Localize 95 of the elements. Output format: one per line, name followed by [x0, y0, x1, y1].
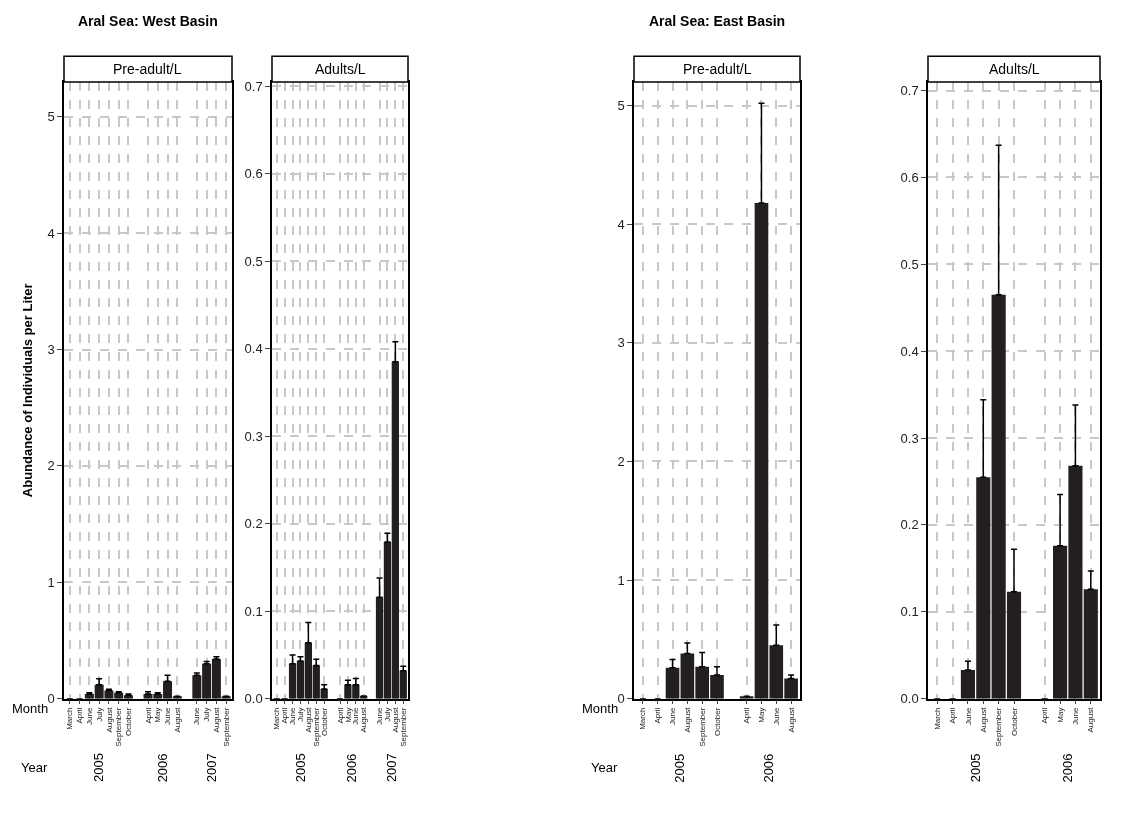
x-tick-label: April — [742, 707, 752, 724]
x-tick-label: August — [211, 706, 221, 733]
y-axis-title: Abundance of Individuals per Liter — [19, 283, 35, 498]
y-tick-label: 4 — [47, 225, 55, 241]
y-tick-label: 0.7 — [244, 78, 263, 94]
text: 2006 — [344, 753, 360, 783]
y-tick-label: 0.5 — [900, 256, 919, 272]
x-tick-label: August — [786, 706, 796, 733]
x-tick-label: May — [343, 707, 353, 723]
y-tick-label: 0.2 — [900, 517, 919, 533]
x-tick-label: August — [682, 706, 692, 733]
x-tick-label: August — [390, 706, 400, 733]
x-tick-label: August — [172, 706, 182, 733]
x-tick-label: October — [712, 707, 722, 737]
x-tick-label: July — [383, 707, 393, 722]
chart-title: Aral Sea: East Basin — [649, 13, 786, 29]
x-tick-label: March — [932, 707, 942, 730]
y-tick-label: 0.4 — [900, 343, 919, 359]
y-tick-label: 1 — [47, 574, 55, 590]
y-tick-label: 0.1 — [244, 603, 263, 619]
x-tick-label: August — [359, 706, 369, 733]
x-tick-label: August — [978, 706, 988, 733]
x-tick-label: September — [994, 707, 1004, 747]
y-tick-label: 0.3 — [244, 428, 263, 444]
text: 2005 — [292, 753, 308, 783]
x-tick-label: June — [668, 707, 678, 725]
x-tick-label: June — [1071, 707, 1081, 725]
x-tick-label: April — [653, 707, 663, 724]
x-tick-label: June — [771, 707, 781, 725]
x-tick-label: July — [202, 707, 212, 722]
y-tick-label: 0 — [617, 691, 625, 707]
x-tick-label: April — [335, 707, 345, 724]
y-tick-label: 4 — [617, 216, 625, 232]
text: 2005 — [91, 752, 107, 782]
text: 2005 — [967, 753, 983, 783]
y-tick-label: 0.6 — [244, 166, 263, 182]
x-tick-label: August — [104, 706, 114, 733]
x-tick-label: June — [288, 707, 298, 725]
y-tick-label: 0.5 — [244, 253, 263, 269]
y-tick-label: 0.4 — [244, 341, 263, 357]
x-tick-label: July — [296, 707, 306, 722]
y-tick-label: 0 — [47, 691, 55, 707]
x-tick-label: April — [75, 707, 85, 724]
x-tick-label: March — [65, 707, 75, 730]
chart-title: Aral Sea: West Basin — [78, 13, 218, 29]
x-tick-label: April — [948, 707, 958, 724]
x-tick-label: March — [638, 707, 648, 730]
text: 2006 — [154, 753, 170, 783]
x-tick-label: October — [124, 707, 134, 737]
text: Month — [12, 701, 49, 716]
chart-subtitle: Pre-adult/L — [683, 61, 752, 77]
y-tick-label: 0.3 — [900, 430, 919, 446]
text: Year — [591, 760, 618, 775]
y-tick-label: 3 — [617, 335, 625, 351]
y-tick-label: 5 — [47, 109, 55, 125]
x-tick-label: June — [85, 707, 94, 725]
x-tick-label: September — [221, 707, 231, 747]
x-tick-label: April — [280, 707, 290, 724]
y-tick-label: 0.0 — [244, 691, 263, 707]
x-tick-label: June — [192, 707, 202, 725]
x-tick-label: March — [272, 707, 282, 730]
chart-subtitle: Pre-adult/L — [113, 61, 182, 77]
x-tick-label: June — [963, 707, 973, 725]
text: 2007 — [203, 753, 219, 783]
y-tick-label: 0.0 — [900, 691, 919, 707]
y-tick-label: 5 — [617, 98, 625, 114]
x-tick-label: June — [375, 707, 385, 725]
y-tick-label: 2 — [47, 458, 55, 474]
text: 2006 — [1060, 753, 1076, 783]
x-tick-label: July — [94, 707, 104, 722]
x-tick-label: May — [757, 707, 767, 723]
x-tick-label: April — [1040, 707, 1050, 724]
text: 2006 — [761, 753, 777, 783]
x-tick-label: September — [114, 707, 124, 747]
x-tick-label: August — [1086, 706, 1096, 733]
chart-subtitle: Adults/L — [315, 61, 366, 77]
x-tick-label: April — [143, 707, 153, 724]
y-tick-label: 0.1 — [900, 604, 919, 620]
y-tick-label: 0.6 — [900, 170, 919, 186]
x-tick-label: May — [153, 707, 163, 723]
y-tick-label: 1 — [617, 572, 625, 588]
y-tick-label: 0.7 — [900, 83, 919, 99]
text: Month — [582, 701, 619, 716]
chart-subtitle: Adults/L — [989, 61, 1040, 77]
x-tick-label: August — [303, 706, 313, 733]
y-tick-label: 3 — [47, 342, 55, 358]
text: 2005 — [672, 753, 688, 783]
x-tick-label: October — [1009, 707, 1019, 737]
x-tick-label: June — [163, 707, 173, 725]
y-tick-label: 2 — [617, 454, 625, 469]
y-tick-label: 0.2 — [244, 516, 263, 532]
x-tick-label: September — [697, 707, 707, 747]
text: Year — [21, 760, 48, 775]
x-tick-label: May — [1055, 707, 1065, 723]
text: 2007 — [383, 753, 399, 783]
